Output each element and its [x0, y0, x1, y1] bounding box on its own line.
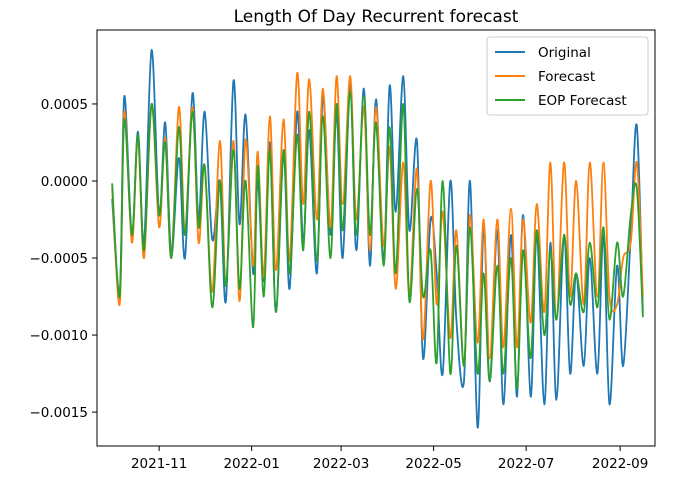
- legend-box: [486, 36, 649, 116]
- y-tick-label: 0.0000: [41, 174, 88, 190]
- x-tick-label: 2022-03: [313, 456, 369, 472]
- series-layer: [111, 49, 644, 429]
- series-line-eop-forecast: [111, 90, 644, 390]
- legend-label: Forecast: [538, 69, 595, 85]
- legend-label: Original: [538, 45, 591, 61]
- x-tick-label: 2022-07: [498, 456, 554, 472]
- x-axis: 2021-11 2022-01 2022-03 2022-05 2022-07 2022-…: [131, 446, 648, 472]
- x-tick-label: 2022-09: [592, 456, 648, 472]
- plot-area: [96, 29, 656, 447]
- x-tick-label: 2021-11: [131, 456, 187, 472]
- y-tick-label: −0.0005: [29, 251, 88, 267]
- legend-label: EOP Forecast: [538, 93, 627, 109]
- chart-title: Length Of Day Recurrent forecast: [234, 7, 519, 27]
- legend: Original Forecast EOP Forecast: [486, 36, 649, 116]
- y-tick-label: −0.0010: [29, 328, 88, 344]
- y-tick-label: −0.0015: [29, 405, 88, 421]
- series-line-forecast: [111, 72, 644, 367]
- x-tick-label: 2022-05: [405, 456, 461, 472]
- y-axis: 0.0005 0.0000 −0.0005 −0.0010 −0.0015: [29, 97, 97, 421]
- x-tick-label: 2022-01: [223, 456, 279, 472]
- y-tick-label: 0.0005: [41, 97, 88, 113]
